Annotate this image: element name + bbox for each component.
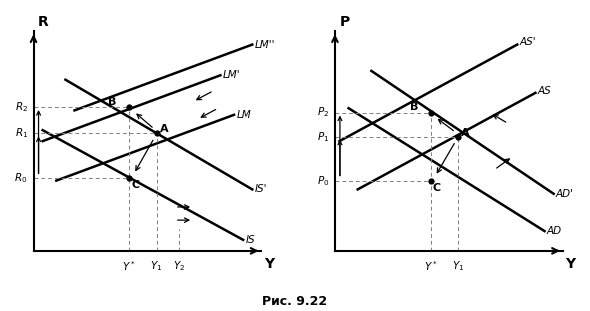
Text: C: C <box>433 183 441 193</box>
Text: B: B <box>109 97 117 107</box>
Text: B: B <box>409 102 418 112</box>
Text: LM'': LM'' <box>254 39 275 49</box>
Text: IS: IS <box>245 235 255 245</box>
Text: Рис. 9.22: Рис. 9.22 <box>263 295 327 308</box>
Text: $P_2$: $P_2$ <box>317 106 329 119</box>
Text: $Y_2$: $Y_2$ <box>173 260 185 273</box>
Text: LM: LM <box>237 110 251 120</box>
Text: $Y_1$: $Y_1$ <box>150 260 163 273</box>
Text: IS': IS' <box>254 184 267 194</box>
Text: AS: AS <box>537 86 552 96</box>
Text: AS': AS' <box>520 37 536 47</box>
Text: $P_1$: $P_1$ <box>317 130 329 144</box>
Text: $R_1$: $R_1$ <box>15 127 28 140</box>
Text: $R_2$: $R_2$ <box>15 100 28 114</box>
Text: Y: Y <box>565 258 575 272</box>
Text: C: C <box>132 180 140 190</box>
Text: $Y_1$: $Y_1$ <box>452 260 464 273</box>
Text: A: A <box>461 128 470 138</box>
Text: R: R <box>38 15 49 29</box>
Text: $P_0$: $P_0$ <box>317 174 329 188</box>
Text: $R_0$: $R_0$ <box>15 172 28 185</box>
Text: Y: Y <box>264 258 274 272</box>
Text: LM': LM' <box>222 70 240 80</box>
Text: $Y^*$: $Y^*$ <box>122 260 136 273</box>
Text: A: A <box>160 124 169 134</box>
Text: P: P <box>339 15 350 29</box>
Text: $Y^*$: $Y^*$ <box>424 260 438 273</box>
Text: AD: AD <box>547 226 562 236</box>
Text: AD': AD' <box>556 189 574 199</box>
